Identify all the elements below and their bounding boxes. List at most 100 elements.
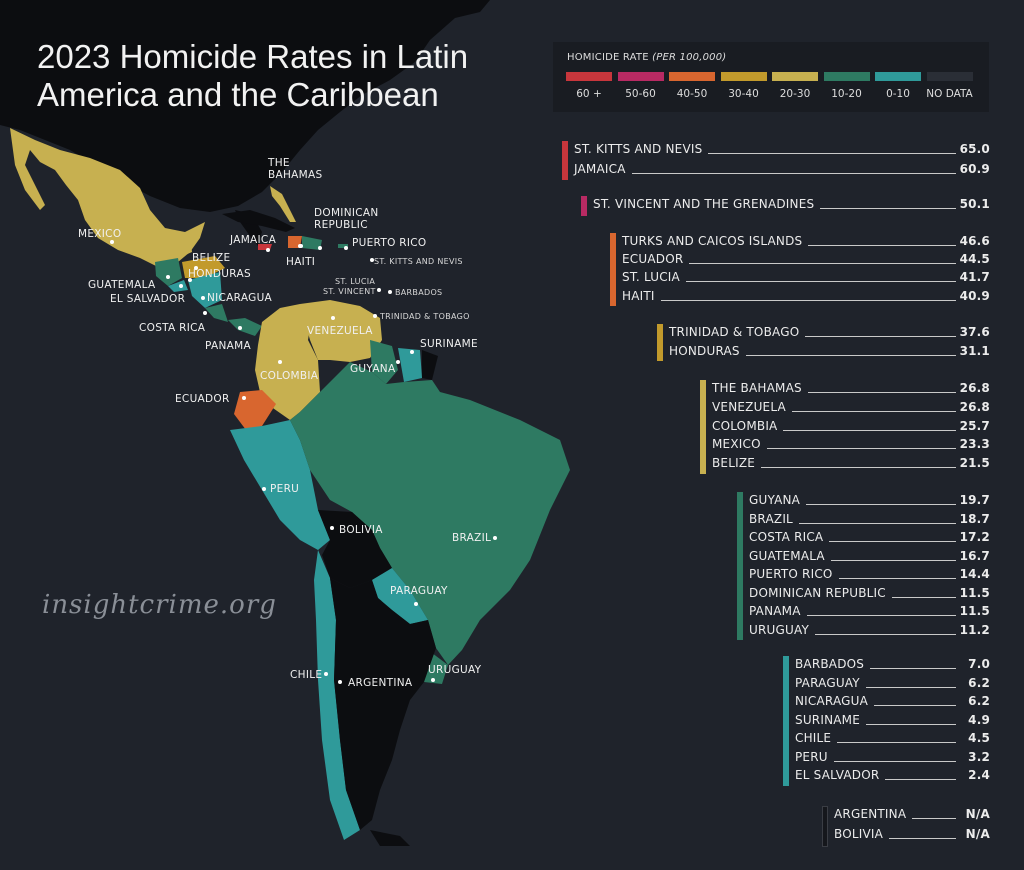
map-country-label: PERU: [270, 483, 300, 495]
homicide-rate-value: 11.5: [959, 585, 990, 600]
legend-swatch: [875, 72, 921, 81]
colombia-shape: [255, 304, 320, 420]
map-country-label: BAHAMAS: [268, 169, 323, 181]
group-color-bar: [783, 656, 789, 786]
homicide-rate-value: 16.7: [959, 548, 990, 563]
guyana-shape: [370, 340, 398, 384]
country-name: ECUADOR: [622, 252, 684, 267]
group-color-bar: [657, 324, 663, 361]
homicide-rate-value: 3.2: [968, 749, 990, 764]
ranking-row: ECUADOR 44.5: [622, 252, 990, 268]
country-name: PANAMA: [749, 604, 801, 618]
homicide-rate-value: 25.7: [959, 418, 990, 433]
country-name: TURKS AND CAICOS ISLANDS: [622, 234, 803, 248]
legend-panel: HOMICIDE RATE (PER 100,000) 60 + 50-60 40-…: [553, 42, 989, 112]
homicide-rate-value: 6.2: [968, 675, 990, 690]
homicide-rate-value: 18.7: [959, 511, 990, 526]
ranking-row: EL SALVADOR 2.4: [795, 768, 990, 784]
homicide-rate-value: 60.9: [959, 161, 990, 176]
leader-line: [791, 410, 956, 412]
country-name: BARBADOS: [795, 657, 865, 671]
ranking-row: ST. LUCIA 41.7: [622, 270, 990, 286]
leader-line: [820, 208, 956, 209]
cuba-shape: [222, 210, 295, 232]
leader-line: [885, 779, 956, 780]
leader-line: [815, 633, 956, 635]
venezuela-shape: [300, 300, 382, 362]
country-name: SURINAME: [795, 712, 860, 727]
ranking-row: THE BAHAMAS 26.8: [712, 381, 990, 397]
legend-swatch: [926, 72, 973, 81]
country-name: BELIZE: [712, 456, 756, 471]
legend-label: 10-20: [831, 88, 862, 100]
country-name: NICARAGUA: [795, 694, 869, 708]
map-country-label: SURINAME: [420, 338, 478, 350]
legend-label: NO DATA: [926, 88, 973, 100]
ranking-row: TRINIDAD & TOBAGO 37.6: [669, 325, 990, 341]
leader-line: [912, 818, 956, 819]
ranking-row: ARGENTINA N/A: [834, 807, 990, 823]
french-guiana-shape: [422, 350, 438, 380]
leader-line: [745, 354, 956, 356]
homicide-rate-value: 6.2: [968, 694, 990, 708]
map-country-label: HONDURAS: [188, 268, 251, 280]
map-country-label: ARGENTINA: [348, 677, 413, 689]
legend-swatch: [566, 72, 612, 81]
legend-title-unit: (PER 100,000): [652, 52, 727, 63]
ranking-row: DOMINICAN REPUBLIC 11.5: [749, 586, 990, 602]
country-name: ST. LUCIA: [622, 270, 680, 285]
map-country-label: JAMAICA: [230, 234, 277, 246]
leader-line: [798, 522, 956, 524]
leader-line: [866, 723, 956, 725]
leader-line: [766, 448, 956, 450]
ranking-row: VENEZUELA 26.8: [712, 400, 990, 416]
title-line-1: 2023 Homicide Rates in Latin: [37, 38, 469, 75]
country-name: JAMAICA: [574, 161, 626, 176]
homicide-rate-value: 14.4: [959, 567, 990, 581]
leader-line: [761, 467, 956, 469]
homicide-rate-value: 41.7: [959, 270, 990, 285]
group-color-bar: [700, 380, 706, 474]
map-country-label: CHILE: [290, 669, 323, 681]
legend-label: 20-30: [779, 88, 811, 100]
legend-swatch: [720, 72, 767, 81]
map-country-label: GUYANA: [350, 363, 396, 375]
legend-swatch: [823, 72, 870, 81]
ranking-row: BOLIVIA N/A: [834, 827, 990, 843]
map-country-label: BRAZIL: [452, 532, 492, 544]
ranking-row: PERU 3.2: [795, 750, 990, 766]
leader-line: [631, 172, 956, 174]
location-dots: [110, 240, 497, 684]
country-name: DOMINICAN REPUBLIC: [749, 585, 886, 600]
map-country-label: COLOMBIA: [260, 370, 319, 382]
guatemala-shape: [155, 258, 182, 286]
ranking-row: TURKS AND CAICOS ISLANDS 46.6: [622, 234, 990, 250]
ranking-row: CHILE 4.5: [795, 731, 990, 747]
ranking-row: HAITI 40.9: [622, 289, 990, 305]
costa-rica-shape: [205, 304, 228, 322]
homicide-rate-value: 19.7: [959, 493, 990, 507]
country-name: GUATEMALA: [749, 548, 825, 563]
ranking-row: PUERTO RICO 14.4: [749, 567, 990, 583]
ranking-row: NICARAGUA 6.2: [795, 694, 990, 710]
el-salvador-shape: [168, 280, 188, 292]
country-name: PARAGUAY: [795, 675, 860, 690]
legend-swatch: [617, 72, 664, 81]
ranking-row: COLOMBIA 25.7: [712, 419, 990, 435]
leader-line: [805, 336, 956, 337]
homicide-rate-value: 17.2: [959, 530, 990, 544]
homicide-rate-value: N/A: [965, 807, 990, 821]
leader-line: [829, 541, 956, 542]
leader-line: [870, 668, 956, 669]
ranking-row: BELIZE 21.5: [712, 456, 990, 472]
leader-line: [807, 392, 956, 393]
country-name: BOLIVIA: [834, 826, 884, 841]
homicide-rate-value: 50.1: [959, 197, 990, 211]
map-country-label: GUATEMALA: [88, 279, 156, 291]
group-color-bar: [737, 492, 743, 640]
map-country-label: ST. VINCENT: [323, 287, 376, 296]
suriname-shape: [398, 348, 422, 382]
homicide-rate-value: 7.0: [968, 657, 990, 671]
